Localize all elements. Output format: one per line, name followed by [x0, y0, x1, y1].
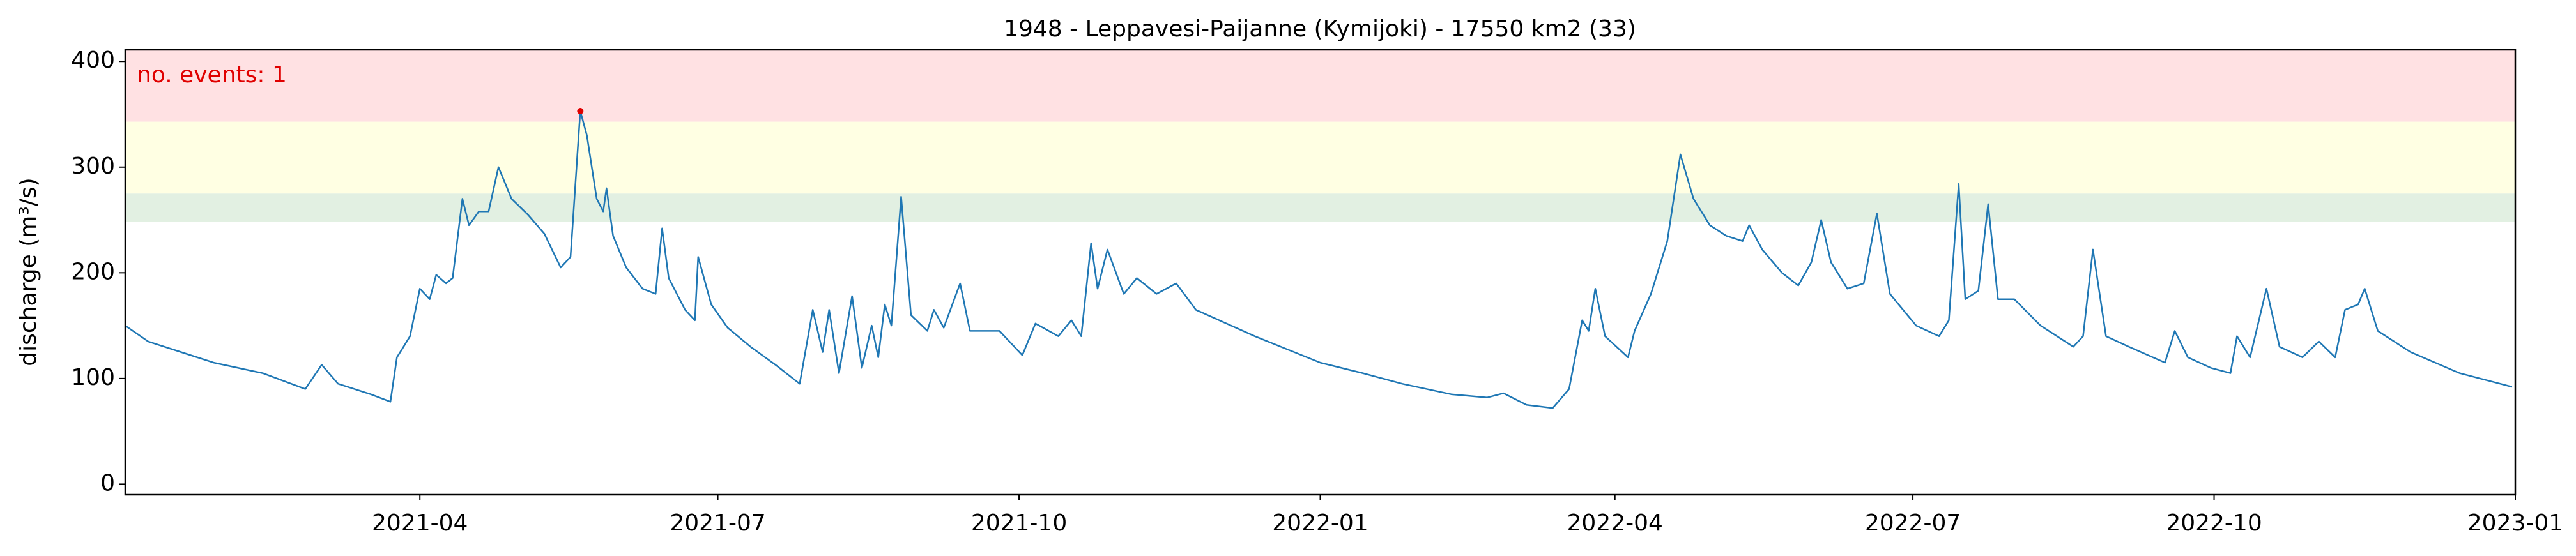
threshold-band [125, 50, 2515, 122]
annotation: no. events: 1 [137, 62, 287, 88]
chart-title: 1948 - Leppavesi-Paijanne (Kymijoki) - 1… [1004, 16, 1636, 42]
x-tick-label: 2022-07 [1865, 510, 1961, 536]
series-line [125, 110, 2513, 409]
y-tick-label: 200 [71, 259, 115, 285]
x-tick-label: 2022-04 [1567, 510, 1663, 536]
y-axis-label: discharge (m³/s) [15, 177, 42, 366]
x-tick-label: 2022-01 [1272, 510, 1368, 536]
event-marker [577, 108, 584, 115]
x-tick-label: 2021-10 [971, 510, 1067, 536]
threshold-band [125, 121, 2515, 194]
x-tick-label: 2022-10 [2166, 510, 2262, 536]
y-tick-label: 300 [71, 153, 115, 179]
x-tick-label: 2021-04 [372, 510, 468, 536]
y-tick-label: 0 [100, 470, 115, 496]
y-tick-label: 100 [71, 364, 115, 391]
y-tick-label: 400 [71, 47, 115, 73]
x-tick-label: 2021-07 [670, 510, 765, 536]
plot-frame [124, 49, 2517, 496]
threshold-band [125, 193, 2515, 222]
x-tick-label: 2023-01 [2467, 510, 2563, 536]
